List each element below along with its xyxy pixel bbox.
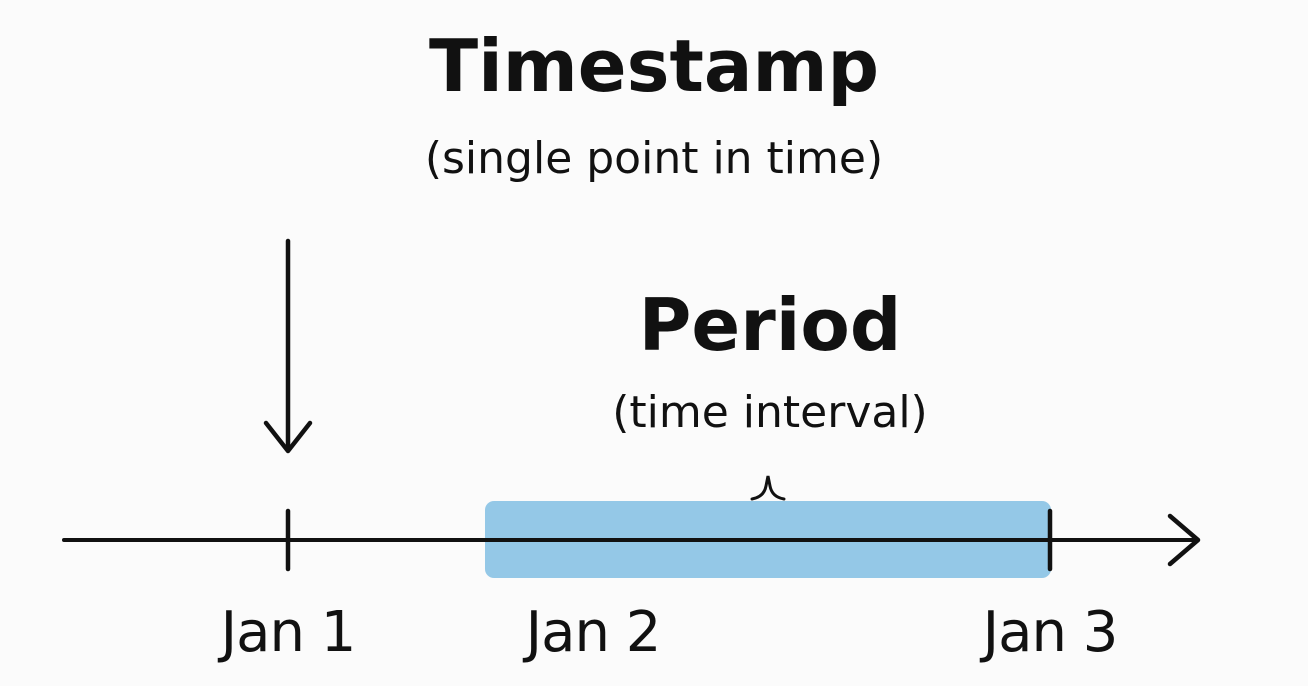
period-brace xyxy=(750,475,786,501)
tick-label-jan-1: Jan 1 xyxy=(220,600,357,665)
timestamp-arrow-head xyxy=(263,420,313,454)
period-subtitle: (time interval) xyxy=(612,387,928,438)
timestamp-title: Timestamp xyxy=(428,24,880,108)
timeline-arrowhead xyxy=(1167,513,1201,567)
tick-label-jan-3: Jan 3 xyxy=(982,600,1119,665)
period-title: Period xyxy=(638,283,902,367)
timestamp-subtitle: (single point in time) xyxy=(424,133,884,184)
tick-label-jan-2: Jan 2 xyxy=(525,600,662,665)
